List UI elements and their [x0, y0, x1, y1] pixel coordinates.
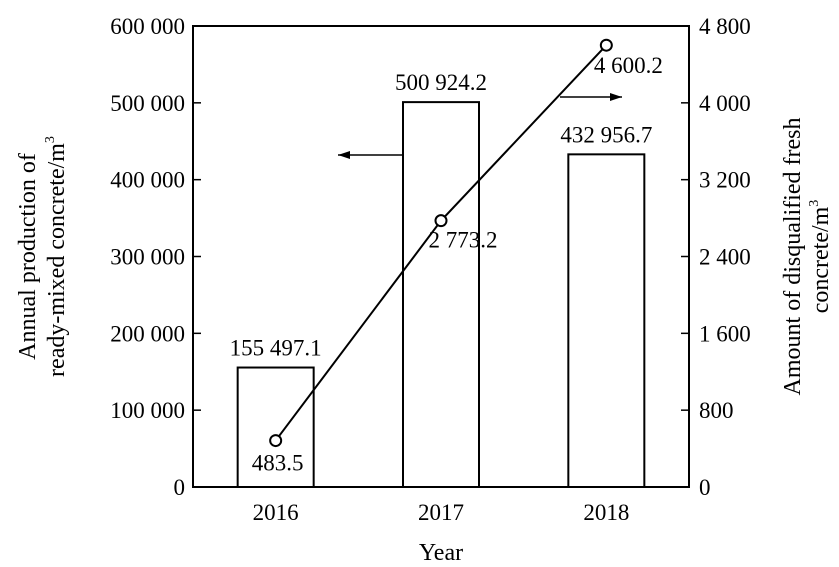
right-tick-label: 4 000: [699, 91, 751, 116]
right-tick-label: 1 600: [699, 321, 751, 346]
left-axis-label: Annual production of ready-mixed concret…: [15, 136, 70, 377]
left-axis-label-line1: Annual production of: [15, 153, 41, 360]
line-point: [269, 434, 283, 448]
left-axis-label-line2: ready-mixed concrete/m3: [43, 136, 70, 377]
left-tick-label: 0: [174, 475, 186, 500]
left-tick-label: 200 000: [110, 321, 185, 346]
bar: [402, 101, 480, 489]
bar-data-label: 432 956.7: [560, 122, 652, 147]
left-tick-label: 300 000: [110, 245, 185, 270]
x-axis-ticks: 2016 2017 2018: [253, 479, 629, 525]
bar-data-label: 155 497.1: [230, 336, 322, 361]
right-tick-label: 3 200: [699, 168, 751, 193]
right-tick-label: 4 800: [699, 14, 751, 39]
x-tick-label: 2018: [583, 500, 629, 525]
left-axis-ticks: 0 100 000 200 000 300 000 400 000 500 000 600 …: [110, 14, 201, 500]
left-arrow-head: [338, 151, 350, 159]
bar: [236, 366, 315, 488]
right-tick-label: 800: [699, 398, 734, 423]
line-data-label: 2 773.2: [429, 228, 498, 253]
right-tick-label: 2 400: [699, 245, 751, 270]
right-axis-label-line1: Amount of disqualified fresh: [780, 118, 806, 396]
line-data-label: 4 600.2: [594, 53, 663, 78]
x-tick-label: 2016: [253, 500, 299, 525]
right-axis-ticks: 0 800 1 600 2 400 3 200 4 000 4 800: [681, 14, 751, 500]
left-tick-label: 400 000: [110, 168, 185, 193]
line-point: [599, 38, 613, 52]
x-axis-label: Year: [419, 540, 463, 566]
bar-data-label: 500 924.2: [395, 70, 487, 95]
bar: [567, 153, 646, 488]
line-data-label: 483.5: [252, 451, 304, 476]
right-arrow-head: [610, 93, 622, 101]
left-tick-label: 500 000: [110, 91, 185, 116]
axis-arrows: [338, 93, 622, 159]
right-axis-label-line2: concrete/m3: [807, 200, 834, 314]
right-axis-label: Amount of disqualified fresh concrete/m3: [780, 118, 834, 396]
line-series: 483.5 2 773.2 4 600.2: [252, 38, 663, 476]
bar-series: 155 497.1 500 924.2 432 956.7: [230, 70, 652, 489]
right-tick-label: 0: [699, 475, 711, 500]
left-tick-label: 600 000: [110, 14, 185, 39]
x-tick-label: 2017: [418, 500, 464, 525]
line-point: [434, 214, 448, 228]
left-tick-label: 100 000: [110, 398, 185, 423]
